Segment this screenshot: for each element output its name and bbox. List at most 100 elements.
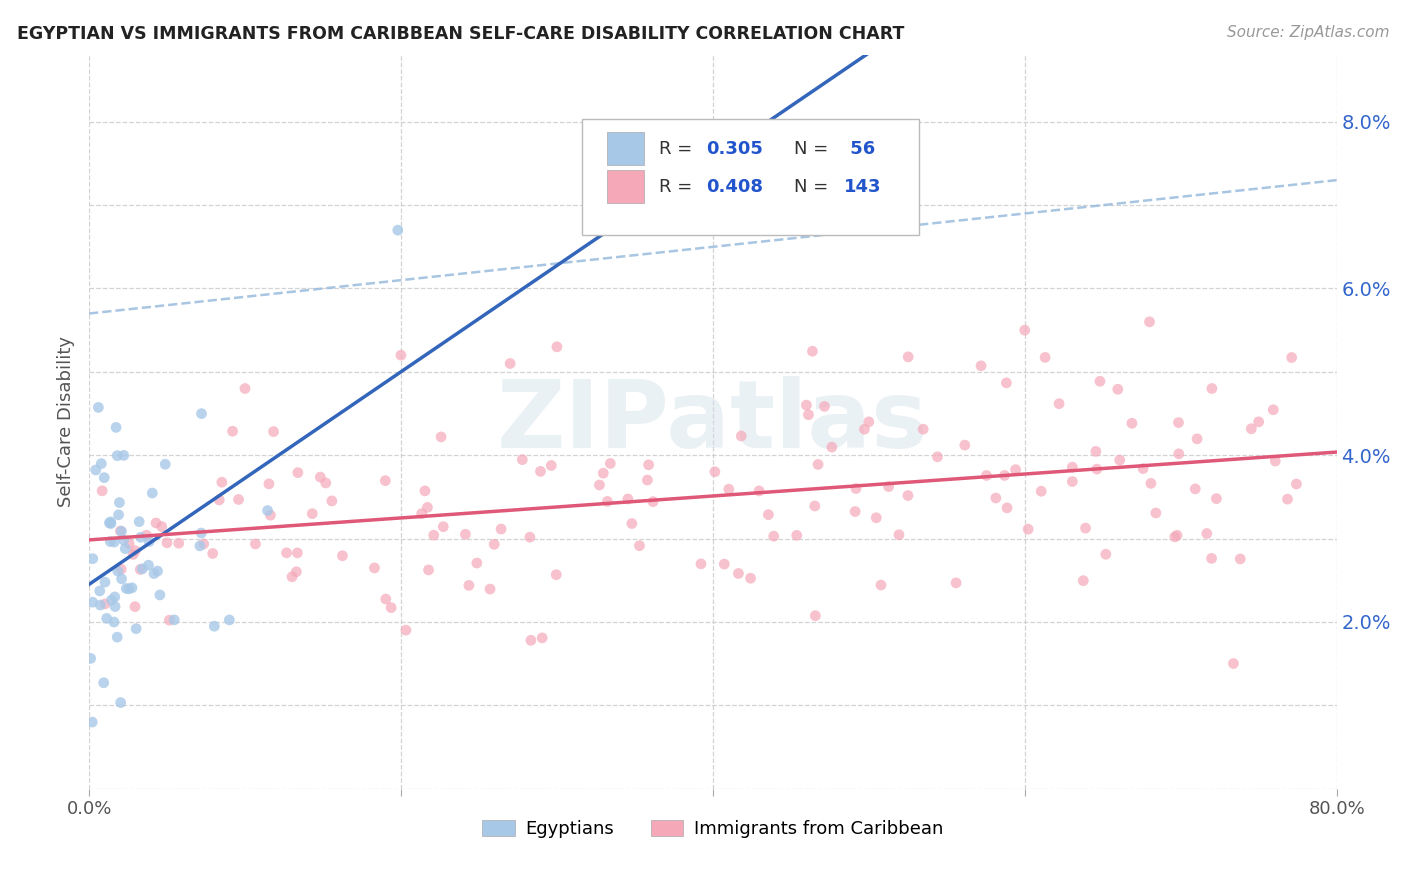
Point [256, 503, 278, 517]
Point [125, 622, 148, 636]
Point [121, 581, 143, 595]
Point [1264, 454, 1286, 468]
Point [813, 400, 835, 414]
Point [374, 592, 396, 607]
Point [1167, 416, 1189, 430]
Point [155, 457, 177, 471]
Point [912, 422, 935, 436]
Point [228, 492, 250, 507]
Point [315, 475, 337, 490]
Point [465, 556, 488, 570]
Point [157, 613, 180, 627]
Point [163, 613, 186, 627]
Point [1017, 522, 1039, 536]
Point [717, 482, 740, 496]
Point [1132, 461, 1154, 475]
Text: R =: R = [659, 178, 699, 195]
Point [82, 551, 104, 566]
Point [970, 359, 993, 373]
Point [105, 420, 128, 434]
Point [100, 534, 122, 549]
Point [108, 495, 131, 509]
Point [1014, 323, 1036, 337]
Point [93, 675, 115, 690]
Text: ZIPatlas: ZIPatlas [498, 376, 928, 467]
Point [807, 458, 830, 472]
Point [748, 483, 770, 498]
Point [1240, 422, 1263, 436]
Point [796, 398, 818, 412]
Point [529, 464, 551, 478]
Point [727, 566, 749, 581]
Point [91, 483, 114, 498]
Point [94, 597, 117, 611]
Point [1166, 528, 1188, 542]
Point [1095, 547, 1118, 561]
Point [797, 408, 820, 422]
Point [387, 223, 409, 237]
Point [1031, 484, 1053, 499]
Point [801, 344, 824, 359]
Point [107, 508, 129, 522]
Point [110, 524, 132, 539]
Point [114, 541, 136, 556]
Point [853, 422, 876, 436]
Point [411, 507, 433, 521]
Point [110, 696, 132, 710]
Point [281, 570, 304, 584]
FancyBboxPatch shape [607, 132, 644, 165]
Point [730, 429, 752, 443]
Point [540, 458, 562, 473]
Point [756, 508, 779, 522]
Y-axis label: Self-Care Disability: Self-Care Disability [58, 336, 75, 508]
Point [845, 482, 868, 496]
Point [1185, 432, 1208, 446]
Point [118, 582, 141, 596]
Point [103, 615, 125, 629]
Point [149, 588, 172, 602]
Point [98, 516, 121, 530]
Point [1205, 491, 1227, 506]
Point [484, 537, 506, 551]
Point [143, 566, 166, 581]
Point [1277, 492, 1299, 507]
Point [641, 494, 664, 508]
Point [984, 491, 1007, 505]
Point [887, 527, 910, 541]
Text: 143: 143 [844, 178, 882, 195]
Point [276, 546, 298, 560]
Point [786, 528, 808, 542]
Point [592, 466, 614, 480]
Point [690, 557, 713, 571]
Text: 56: 56 [844, 140, 875, 158]
Point [96, 611, 118, 625]
Point [332, 549, 354, 563]
Point [877, 479, 900, 493]
Point [84, 463, 107, 477]
Point [821, 440, 844, 454]
Point [112, 449, 135, 463]
Point [423, 528, 446, 542]
Text: 0.305: 0.305 [707, 140, 763, 158]
Point [953, 438, 976, 452]
Point [976, 468, 998, 483]
Point [713, 557, 735, 571]
Point [374, 474, 396, 488]
Point [141, 486, 163, 500]
Point [389, 348, 412, 362]
Point [1247, 415, 1270, 429]
Point [1184, 482, 1206, 496]
Point [1144, 506, 1167, 520]
Point [104, 599, 127, 614]
FancyBboxPatch shape [582, 119, 918, 235]
Point [457, 578, 479, 592]
Point [1164, 530, 1187, 544]
Point [208, 492, 231, 507]
Point [395, 623, 418, 637]
Point [221, 424, 243, 438]
Point [546, 567, 568, 582]
Point [617, 491, 640, 506]
Point [233, 382, 256, 396]
FancyBboxPatch shape [607, 170, 644, 203]
Point [138, 534, 160, 549]
